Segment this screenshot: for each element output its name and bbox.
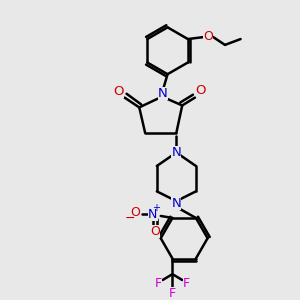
Text: N: N [172, 146, 181, 159]
Text: F: F [169, 287, 176, 300]
Text: O: O [203, 30, 213, 43]
Text: O: O [113, 85, 124, 98]
Text: −: − [124, 212, 135, 224]
Text: N: N [158, 87, 168, 100]
Text: F: F [155, 278, 162, 290]
Text: N: N [148, 208, 158, 220]
Text: N: N [172, 196, 181, 210]
Text: F: F [183, 278, 190, 290]
Text: +: + [152, 203, 160, 213]
Text: O: O [130, 206, 140, 219]
Text: O: O [196, 84, 206, 97]
Text: O: O [150, 225, 160, 238]
